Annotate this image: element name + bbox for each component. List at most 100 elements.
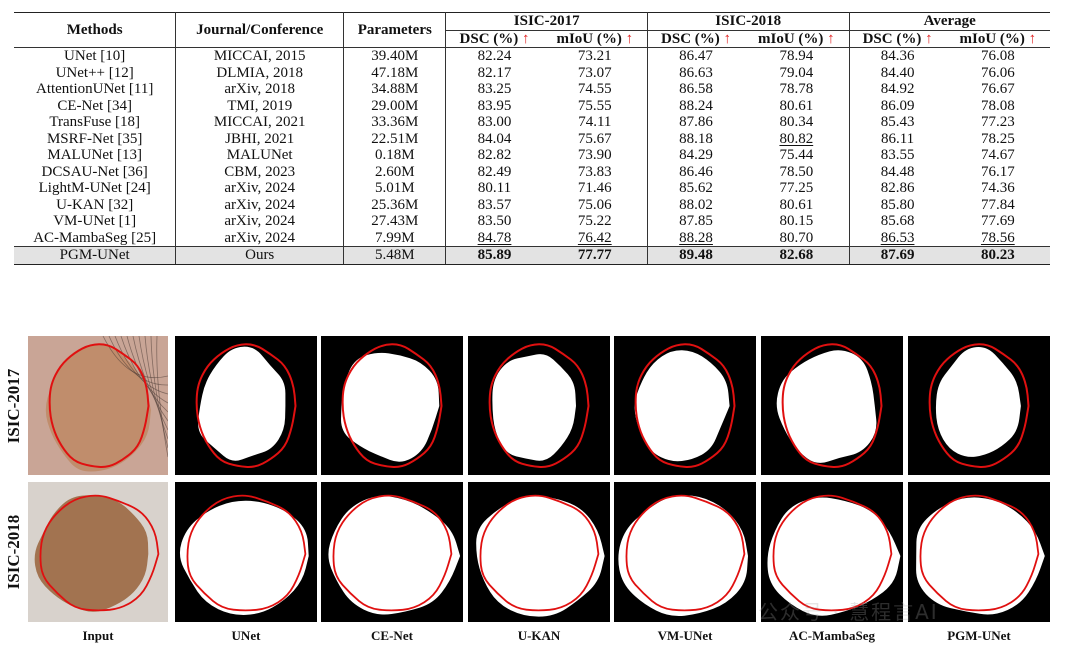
value-cell: 78.94 [744, 47, 850, 65]
venue-cell: DLMIA, 2018 [175, 64, 345, 81]
up-arrow-icon: ↑ [719, 30, 732, 47]
value-cell: 78.56 [980, 229, 1015, 246]
method-cell: VM-UNet [1] [14, 213, 177, 230]
value-cell: 80.23 [945, 246, 1050, 265]
up-arrow-icon: ↑ [518, 30, 530, 47]
table-row: CE-Net [34] TMI, 2019 29.00M 83.95 75.55 88.2… [14, 97, 1050, 114]
method-cell: UNet [10] [14, 47, 177, 65]
value-cell: 75.44 [744, 147, 850, 164]
row-label: ISIC-2017 [4, 368, 23, 443]
table-row: LightM-UNet [24] arXiv, 2024 5.01M 80.11 71.… [14, 180, 1050, 197]
value-cell: 80.15 [744, 213, 850, 230]
value-cell: 85.43 [880, 114, 915, 130]
segmentation-mask [468, 482, 610, 622]
value-cell: 71.46 [542, 180, 648, 197]
value-cell: 76.17 [980, 163, 1015, 180]
value-cell: 74.11 [542, 114, 648, 131]
value-cell: 77.84 [980, 196, 1015, 213]
value-cell: 82.17 [477, 64, 512, 81]
segmentation-mask [761, 482, 903, 622]
value-cell: 76.42 [542, 229, 648, 247]
value-cell: 87.86 [679, 114, 713, 130]
value-cell: 85.68 [880, 213, 915, 229]
subheader-label: DSC (%) [459, 30, 519, 47]
value-cell: 85.80 [880, 196, 915, 213]
value-cell: 88.02 [679, 196, 713, 213]
value-cell: 86.58 [679, 81, 713, 97]
subheader-label: mIoU (%) [556, 30, 622, 47]
value-cell: 86.63 [679, 64, 713, 81]
segmentation-mask [761, 336, 903, 475]
venue-cell: MICCAI, 2021 [175, 114, 345, 131]
value-cell: 83.25 [477, 81, 512, 97]
value-cell: 76.08 [945, 47, 1050, 65]
value-cell: 80.70 [744, 229, 850, 247]
results-table-container: Methods Journal/Conference Parameters IS… [14, 12, 1050, 265]
venue-cell: MALUNet [175, 147, 345, 164]
subheader-miou: mIoU (%) ↑ [542, 30, 648, 48]
up-arrow-icon: ↑ [921, 30, 933, 47]
value-cell: 86.11 [880, 130, 915, 147]
value-cell: 73.83 [542, 163, 648, 180]
value-cell: 78.78 [744, 81, 850, 98]
value-cell: 83.50 [477, 213, 512, 229]
value-cell: 80.82 [744, 130, 850, 147]
params-cell: 22.51M [343, 130, 447, 147]
value-cell: 80.61 [744, 196, 850, 213]
method-cell: TransFuse [18] [14, 114, 177, 131]
column-label: PGM-UNet [947, 628, 1011, 643]
venue-cell: arXiv, 2024 [175, 180, 345, 197]
value-cell: 75.22 [542, 213, 648, 230]
header-parameters: Parameters [343, 12, 447, 48]
segmentation-mask [614, 482, 756, 622]
value-cell: 78.25 [980, 130, 1015, 147]
value-cell: 86.47 [647, 47, 745, 65]
results-table: Methods Journal/Conference Parameters IS… [14, 12, 1050, 265]
subheader-label: DSC (%) [661, 30, 720, 47]
value-cell: 82.68 [744, 246, 850, 265]
subheader-label: DSC (%) [862, 30, 922, 47]
up-arrow-icon: ↑ [1024, 30, 1037, 47]
value-cell: 83.55 [880, 147, 915, 163]
value-cell: 83.57 [477, 196, 512, 213]
value-cell: 88.28 [679, 229, 713, 246]
value-cell: 83.95 [477, 97, 512, 114]
column-label: Input [82, 628, 114, 643]
segmentation-mask [468, 336, 610, 475]
value-cell: 84.92 [880, 81, 915, 97]
column-label: U-KAN [517, 628, 561, 643]
header-methods: Methods [14, 12, 177, 48]
value-cell: 84.78 [477, 229, 512, 246]
table-row: TransFuse [18] MICCAI, 2021 33.36M 83.00 74.… [14, 114, 1050, 131]
params-cell: 47.18M [343, 64, 447, 81]
method-cell: MALUNet [13] [14, 147, 177, 164]
table-row: VM-UNet [1] arXiv, 2024 27.43M 83.50 75.22 87… [14, 213, 1050, 230]
input-image [28, 336, 168, 475]
value-cell: 74.55 [542, 81, 648, 98]
value-cell: 86.53 [880, 229, 915, 246]
value-cell: 84.29 [679, 147, 713, 163]
up-arrow-icon: ↑ [621, 30, 634, 47]
value-cell: 85.62 [679, 180, 713, 196]
value-cell: 76.67 [980, 81, 1015, 97]
value-cell: 84.40 [880, 64, 915, 81]
segmentation-mask [321, 336, 463, 475]
segmentation-mask [908, 482, 1050, 622]
method-cell: MSRF-Net [35] [14, 130, 177, 147]
value-cell: 74.36 [980, 180, 1015, 196]
table-row: AC-MambaSeg [25] arXiv, 2024 7.99M 84.78 76.… [14, 229, 1050, 247]
value-cell: 78.50 [744, 163, 850, 180]
venue-cell: arXiv, 2024 [175, 213, 345, 230]
table-row: UNet++ [12] DLMIA, 2018 47.18M 82.17 73.07 86… [14, 64, 1050, 81]
method-cell: UNet++ [12] [14, 64, 177, 81]
value-cell: 73.21 [542, 47, 648, 65]
value-cell: 75.55 [542, 97, 648, 114]
params-cell: 33.36M [343, 114, 447, 131]
method-cell: DCSAU-Net [36] [14, 163, 177, 180]
header-group-average: Average [849, 12, 1050, 31]
subheader-dsc: DSC (%) ↑ [849, 30, 946, 48]
value-cell: 82.24 [445, 47, 543, 65]
value-cell: 84.36 [849, 47, 946, 65]
up-arrow-icon: ↑ [823, 30, 835, 47]
value-cell: 82.86 [880, 180, 915, 196]
